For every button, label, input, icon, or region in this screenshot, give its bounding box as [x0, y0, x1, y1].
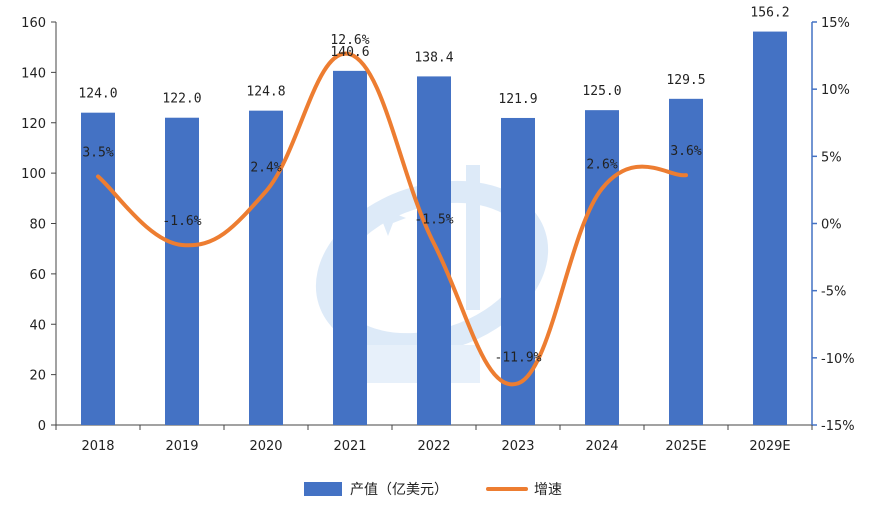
legend-label-line: 增速 — [534, 482, 562, 498]
bar-value-label: 125.0 — [582, 84, 621, 99]
bar-series — [81, 31, 787, 426]
right-axis-tick-label: 10% — [821, 83, 850, 98]
x-axis-tick-label: 2022 — [417, 439, 450, 454]
left-axis-tick-label: 20 — [29, 369, 46, 384]
x-axis-tick-label: 2019 — [165, 439, 198, 454]
line-value-label: 12.6% — [330, 33, 369, 48]
left-axis-tick-label: 0 — [38, 419, 46, 434]
right-axis-tick-label: 5% — [821, 150, 842, 165]
right-axis-tick-label: -5% — [821, 285, 846, 300]
left-axis-tick-label: 120 — [21, 117, 46, 132]
bar-value-label: 140.6 — [330, 45, 369, 60]
bar-value-label: 124.0 — [78, 87, 117, 102]
line-value-label: 3.6% — [670, 144, 701, 159]
left-axis-tick-label: 140 — [21, 66, 46, 81]
line-value-label: 3.5% — [82, 145, 113, 160]
bar — [165, 117, 199, 426]
left-axis-tick-label: 160 — [21, 16, 46, 31]
right-axis-tick-label: -15% — [821, 419, 855, 434]
line-value-label: -1.6% — [162, 214, 201, 229]
x-axis-tick-label: 2025E — [665, 439, 706, 454]
x-axis-tick-label: 2020 — [249, 439, 282, 454]
bar-value-label: 124.8 — [246, 85, 285, 100]
bar-value-label: 138.4 — [414, 50, 453, 65]
line-series — [96, 51, 688, 387]
line-value-label: 2.6% — [586, 158, 617, 173]
bar — [417, 76, 451, 425]
right-axis-tick-label: -10% — [821, 352, 855, 367]
x-axis-tick-label: 2021 — [333, 439, 366, 454]
right-axis-tick-label: 15% — [821, 16, 850, 31]
bar-value-label: 122.0 — [162, 92, 201, 107]
bar — [753, 31, 787, 425]
bar — [501, 117, 535, 425]
bar-value-label: 121.9 — [498, 92, 537, 107]
bar-value-label: 156.2 — [750, 6, 789, 21]
line-value-label: -1.5% — [414, 213, 453, 228]
bar — [81, 112, 115, 426]
bar — [585, 110, 619, 425]
left-axis-tick-label: 100 — [21, 167, 46, 182]
bar — [249, 110, 283, 425]
left-axis-tick-label: 60 — [29, 268, 46, 283]
legend: 产值（亿美元） 增速 — [304, 482, 562, 498]
bar — [669, 98, 703, 426]
bar-value-label: 129.5 — [666, 73, 705, 88]
legend-swatch-bar — [304, 482, 342, 496]
line-value-label: -11.9% — [495, 350, 542, 365]
bar — [333, 70, 367, 426]
left-axis-tick-label: 80 — [29, 218, 46, 233]
left-axis-tick-label: 40 — [29, 318, 46, 333]
legend-label-bar: 产值（亿美元） — [350, 482, 448, 498]
axes: 0 20 40 60 80 100 120 140 160 -15% -10% -5% 0% 5% 10% 1… — [21, 16, 854, 454]
line-value-label: 2.4% — [250, 160, 281, 175]
x-axis-tick-label: 2018 — [81, 439, 114, 454]
growth-line — [96, 51, 688, 387]
right-axis-tick-label: 0% — [821, 218, 842, 233]
data-labels: 124.0 122.0 124.8 140.6 138.4 121.9 125.0 129.5… — [78, 6, 789, 366]
x-axis-tick-label: 2024 — [585, 439, 618, 454]
x-axis-tick-label: 2029E — [749, 439, 790, 454]
x-axis-tick-label: 2023 — [501, 439, 534, 454]
